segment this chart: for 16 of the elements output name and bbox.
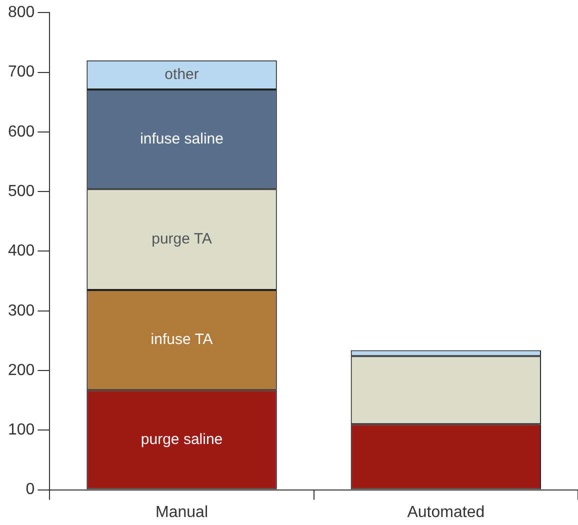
y-tick-label: 800 bbox=[8, 4, 35, 22]
y-tick-label: 400 bbox=[8, 242, 35, 260]
y-tick-label: 300 bbox=[8, 302, 35, 320]
y-tick-label: 100 bbox=[8, 422, 35, 439]
series-label: purge saline bbox=[140, 430, 223, 448]
y-tick-label: 0 bbox=[26, 481, 35, 498]
series-label: infuse saline bbox=[140, 130, 224, 148]
series-label: infuse TA bbox=[150, 331, 213, 348]
series-label: purge TA bbox=[152, 230, 212, 248]
series-label: other bbox=[164, 66, 199, 84]
y-tick-label: 500 bbox=[8, 182, 35, 200]
x-tick-label: Manual bbox=[156, 504, 208, 521]
x-tick-label: Automated bbox=[407, 504, 485, 521]
y-tick-label: 600 bbox=[8, 123, 35, 140]
y-tick-label: 700 bbox=[8, 64, 35, 81]
y-tick-label: 200 bbox=[8, 362, 35, 379]
